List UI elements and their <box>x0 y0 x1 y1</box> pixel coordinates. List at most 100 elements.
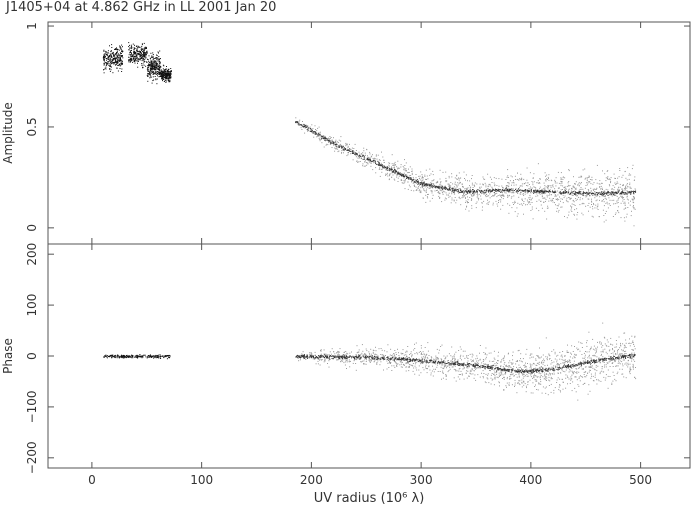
amplitude-trend-point <box>480 190 482 191</box>
amplitude-scatter-point <box>546 218 548 220</box>
amplitude-trend-point <box>613 194 615 196</box>
amplitude-scatter-point <box>529 186 531 188</box>
amplitude-scatter-point <box>379 159 381 161</box>
amplitude-trend-point <box>340 146 342 147</box>
amplitude-trend-point <box>601 194 603 195</box>
phase-scatter-point <box>433 368 435 370</box>
amplitude-cluster-point <box>147 73 149 75</box>
phase-scatter-point <box>572 357 574 359</box>
amplitude-scatter-point <box>358 157 360 159</box>
amplitude-scatter-point <box>541 188 543 190</box>
amplitude-scatter-point <box>461 183 463 185</box>
amplitude-scatter-point <box>617 202 619 203</box>
phase-scatter-point <box>365 353 367 355</box>
phase-scatter-point <box>412 363 414 364</box>
amplitude-cluster-point <box>163 65 165 67</box>
amplitude-trend-point <box>343 147 345 149</box>
amplitude-scatter-point <box>439 184 441 186</box>
amplitude-cluster-point <box>155 71 157 73</box>
amplitude-cluster-point <box>118 64 120 66</box>
phase-scatter-point <box>451 360 453 362</box>
amplitude-trend-point <box>630 193 632 195</box>
amplitude-scatter-point <box>386 173 388 175</box>
amplitude-trend-point <box>498 190 500 192</box>
amplitude-scatter-point <box>593 203 594 205</box>
amplitude-scatter-point <box>448 184 450 186</box>
amplitude-trend-point <box>538 191 540 193</box>
amplitude-scatter-point <box>439 169 441 171</box>
phase-scatter-point <box>573 355 575 357</box>
amplitude-trend-point <box>410 178 412 180</box>
amplitude-cluster-point <box>153 64 155 66</box>
amplitude-cluster-point <box>120 59 122 61</box>
amplitude-scatter-point <box>436 190 437 191</box>
phase-scatter-point <box>590 348 592 350</box>
phase-scatter-point <box>366 359 367 361</box>
amplitude-scatter-point <box>336 148 338 150</box>
phase-scatter-point <box>526 373 528 375</box>
amplitude-cluster-point <box>121 50 123 52</box>
amplitude-cluster-point <box>119 65 121 67</box>
phase-scatter-point <box>578 348 580 350</box>
amplitude-trend-point <box>634 190 636 192</box>
amplitude-scatter-point <box>568 169 570 171</box>
amplitude-scatter-point <box>594 197 596 199</box>
amplitude-trend-point <box>478 189 480 191</box>
phase-scatter-point <box>581 342 583 344</box>
amplitude-scatter-point <box>609 199 611 201</box>
amplitude-trend-point <box>561 193 563 195</box>
amplitude-trend-point <box>613 192 615 194</box>
amplitude-trend-point <box>597 193 599 194</box>
amplitude-trend-point <box>329 140 331 142</box>
amplitude-cluster-point <box>139 55 141 57</box>
phase-scatter-point <box>468 375 470 377</box>
phase-cluster-point <box>114 357 116 359</box>
amplitude-scatter-point <box>423 181 425 182</box>
amplitude-cluster-point <box>112 72 114 74</box>
amplitude-scatter-point <box>508 191 509 193</box>
amplitude-scatter-point <box>458 188 460 190</box>
amplitude-scatter-point <box>517 172 518 174</box>
amplitude-scatter-point <box>466 205 468 207</box>
amplitude-cluster-point <box>157 57 159 59</box>
amplitude-scatter-point <box>545 186 547 188</box>
amplitude-scatter-point <box>450 202 452 204</box>
amplitude-scatter-point <box>379 175 381 177</box>
amplitude-trend-point <box>374 161 376 163</box>
amplitude-scatter-point <box>591 200 592 202</box>
amplitude-trend-point <box>574 191 576 193</box>
phase-scatter-point <box>581 368 583 370</box>
amplitude-scatter-point <box>363 156 365 158</box>
amplitude-y-tick-label: 1 <box>25 22 39 30</box>
amplitude-trend-point <box>449 188 450 190</box>
phase-scatter-point <box>452 358 454 359</box>
amplitude-scatter-point <box>576 195 578 197</box>
amplitude-scatter-point <box>567 184 569 186</box>
amplitude-cluster-point <box>109 58 111 60</box>
phase-scatter-point <box>600 380 602 382</box>
amplitude-scatter-point <box>623 199 625 200</box>
phase-cluster-point <box>124 355 126 357</box>
amplitude-trend-point <box>509 188 511 190</box>
amplitude-scatter-point <box>514 202 515 204</box>
amplitude-scatter-point <box>369 153 371 155</box>
amplitude-trend-point <box>362 155 364 157</box>
amplitude-scatter-point <box>414 179 416 181</box>
amplitude-scatter-point <box>445 192 447 194</box>
amplitude-scatter-point <box>420 187 422 189</box>
amplitude-scatter-point <box>591 190 592 192</box>
amplitude-scatter-point <box>627 167 629 169</box>
amplitude-axis-ticks: 00.51 <box>25 22 690 244</box>
amplitude-cluster-point <box>157 51 159 53</box>
amplitude-scatter-point <box>626 184 628 186</box>
phase-scatter-point <box>494 358 496 360</box>
amplitude-scatter-point <box>417 182 419 184</box>
amplitude-trend-point <box>338 145 340 147</box>
amplitude-scatter-point <box>618 189 620 191</box>
phase-scatter-point <box>573 366 575 368</box>
phase-scatter-point <box>447 371 449 373</box>
phase-scatter-point <box>365 361 367 362</box>
amplitude-scatter-point <box>334 150 336 152</box>
phase-scatter-point <box>467 355 469 356</box>
amplitude-cluster-point <box>107 57 108 59</box>
